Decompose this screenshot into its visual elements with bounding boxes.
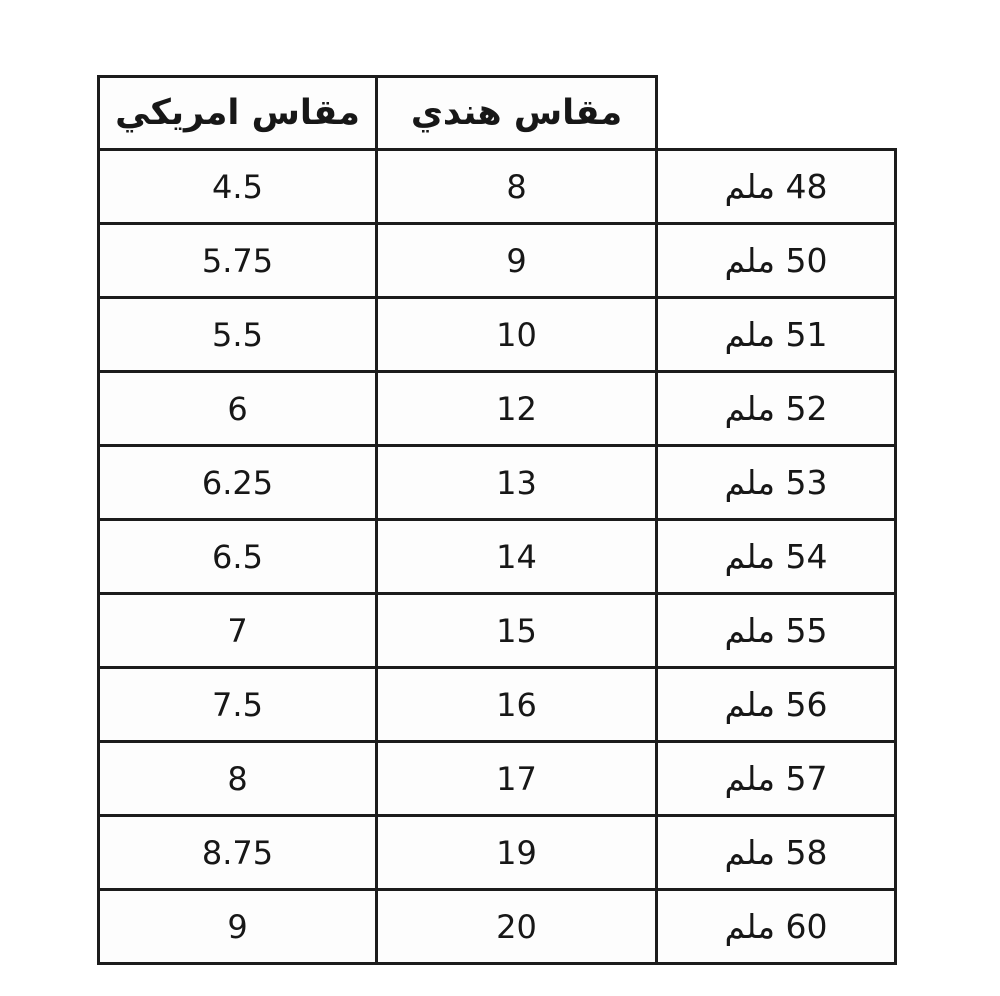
cell-indian-size: 10 [375, 296, 658, 373]
size-conversion-table-container: مقاس امريكي مقاس هندي 4.5 8 48 ملم 5.75 9 50 … [97, 75, 897, 965]
table-row: 8 17 57 ملم [97, 740, 897, 817]
table-row: 9 20 60 ملم [97, 888, 897, 965]
cell-indian-size: 20 [375, 888, 658, 965]
table-row: 7 15 55 ملم [97, 592, 897, 669]
cell-mm-size: 58 ملم [655, 814, 897, 891]
cell-us-size: 9 [97, 888, 378, 965]
cell-us-size: 8.75 [97, 814, 378, 891]
cell-indian-size: 16 [375, 666, 658, 743]
table-row: 4.5 8 48 ملم [97, 148, 897, 225]
table-row: 7.5 16 56 ملم [97, 666, 897, 743]
cell-indian-size: 19 [375, 814, 658, 891]
cell-us-size: 7 [97, 592, 378, 669]
cell-mm-size: 54 ملم [655, 518, 897, 595]
cell-us-size: 8 [97, 740, 378, 817]
cell-us-size: 6.25 [97, 444, 378, 521]
cell-mm-size: 55 ملم [655, 592, 897, 669]
column-header-mm-placeholder [657, 77, 896, 150]
cell-mm-size: 56 ملم [655, 666, 897, 743]
cell-mm-size: 57 ملم [655, 740, 897, 817]
cell-indian-size: 14 [375, 518, 658, 595]
cell-mm-size: 51 ملم [655, 296, 897, 373]
column-header-us-size: مقاس امريكي [97, 75, 378, 151]
cell-mm-size: 48 ملم [655, 148, 897, 225]
cell-mm-size: 60 ملم [655, 888, 897, 965]
cell-us-size: 5.75 [97, 222, 378, 299]
cell-indian-size: 15 [375, 592, 658, 669]
cell-mm-size: 53 ملم [655, 444, 897, 521]
cell-indian-size: 9 [375, 222, 658, 299]
cell-us-size: 6 [97, 370, 378, 447]
cell-indian-size: 12 [375, 370, 658, 447]
cell-mm-size: 50 ملم [655, 222, 897, 299]
table-header-row: مقاس امريكي مقاس هندي [97, 75, 896, 151]
size-conversion-table: مقاس امريكي مقاس هندي 4.5 8 48 ملم 5.75 9 50 … [97, 75, 897, 965]
cell-indian-size: 8 [375, 148, 658, 225]
table-row: 6.25 13 53 ملم [97, 444, 897, 521]
column-header-indian-size: مقاس هندي [375, 75, 658, 151]
cell-us-size: 4.5 [97, 148, 378, 225]
cell-mm-size: 52 ملم [655, 370, 897, 447]
table-row: 6 12 52 ملم [97, 370, 897, 447]
cell-us-size: 5.5 [97, 296, 378, 373]
cell-us-size: 7.5 [97, 666, 378, 743]
cell-us-size: 6.5 [97, 518, 378, 595]
cell-indian-size: 13 [375, 444, 658, 521]
table-row: 6.5 14 54 ملم [97, 518, 897, 595]
table-row: 5.75 9 50 ملم [97, 222, 897, 299]
table-row: 5.5 10 51 ملم [97, 296, 897, 373]
cell-indian-size: 17 [375, 740, 658, 817]
table-row: 8.75 19 58 ملم [97, 814, 897, 891]
